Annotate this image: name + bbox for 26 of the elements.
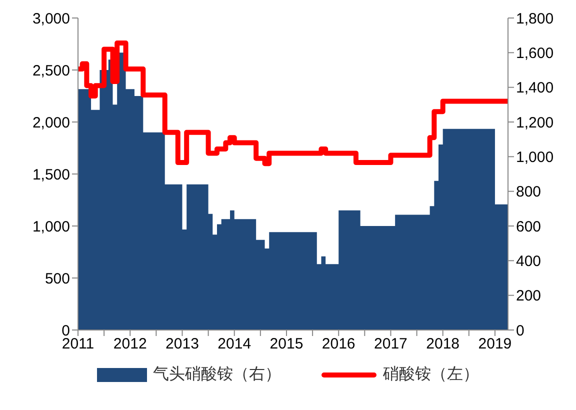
y2-tick-label: 1,600 <box>516 44 554 62</box>
x-tick-label: 2012 <box>113 336 147 353</box>
y2-tick-label: 1,400 <box>516 80 554 97</box>
y-tick-label: 500 <box>44 270 70 288</box>
x-tick-label: 2013 <box>166 336 199 353</box>
y-tick-label: 2,500 <box>32 62 70 80</box>
y2-tick-label: 0 <box>516 322 524 340</box>
x-tick-label: 2017 <box>374 336 408 353</box>
x-tick-label: 2015 <box>270 336 304 353</box>
y2-tick-label: 1,200 <box>516 114 554 132</box>
legend-label: 气头硝酸铵（右） <box>153 364 281 385</box>
y2-tick-label: 1,800 <box>516 10 554 28</box>
y-tick-label: 1,000 <box>32 218 70 236</box>
y-tick-label: 1,500 <box>32 166 70 184</box>
x-tick-label: 2018 <box>426 336 460 353</box>
y2-tick-label: 1,000 <box>516 148 554 166</box>
y-tick-label: 2,000 <box>32 114 70 132</box>
y2-tick-label: 400 <box>516 252 542 270</box>
y2-tick-label: 800 <box>516 184 542 201</box>
y2-tick-label: 600 <box>516 218 542 236</box>
y2-tick-label: 200 <box>516 288 542 305</box>
x-tick-label: 2016 <box>322 336 356 353</box>
y-tick-label: 3,000 <box>32 10 70 28</box>
legend-label: 硝酸铵（左） <box>383 364 479 385</box>
x-tick-label: 2014 <box>218 336 252 353</box>
x-tick-label: 2019 <box>478 336 512 353</box>
